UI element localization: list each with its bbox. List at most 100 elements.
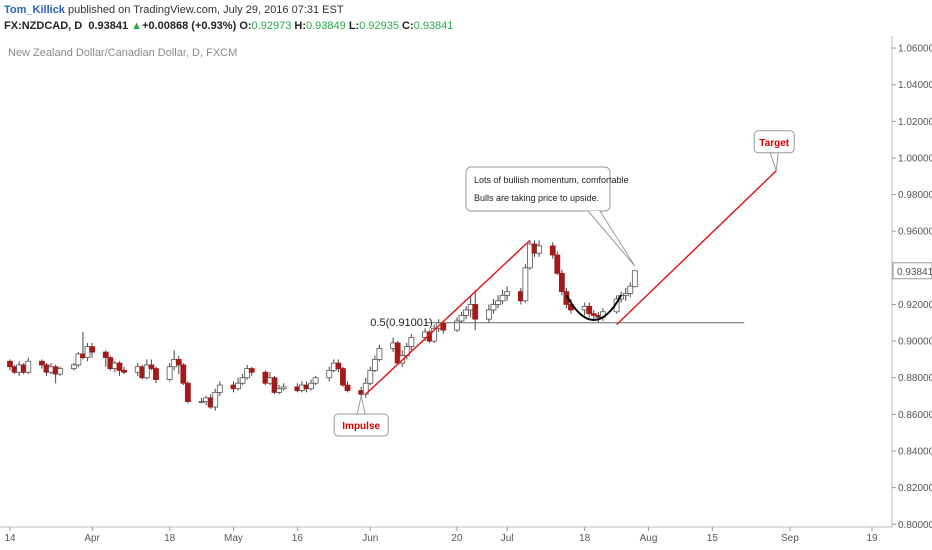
candle-body [490, 304, 497, 311]
candle-body [431, 327, 438, 342]
candle [198, 397, 205, 404]
open-label: O: [239, 20, 252, 32]
candle-body [522, 267, 529, 302]
y-tick-label: 0.82000 [898, 483, 932, 494]
candle-body [631, 270, 638, 288]
chart-title: New Zealand Dollar/Canadian Dollar, D, F… [8, 47, 237, 59]
candle [554, 251, 561, 276]
x-tick-label: 18 [579, 533, 591, 544]
candle [622, 287, 629, 301]
candle-body [276, 388, 282, 393]
candle-body [627, 285, 634, 294]
time-axis[interactable]: 14 Apr 18 May 16 Jun 20 Jul 18 Aug 15 Sep 19 [0, 526, 892, 544]
candle-body [57, 368, 64, 375]
candle-body [239, 377, 246, 384]
candle-body [312, 377, 319, 384]
candle [271, 375, 278, 395]
candle [431, 324, 438, 343]
candle-body [335, 362, 342, 369]
x-tick-label: May [224, 533, 243, 544]
open-value: 0.92973 [251, 20, 292, 32]
candle-body [622, 293, 629, 296]
candle [344, 381, 351, 393]
candle [340, 366, 346, 387]
candle [121, 366, 127, 375]
candle [335, 359, 342, 373]
last-price: 0.93841 [88, 20, 129, 32]
impulse-label: Impulse [342, 421, 380, 432]
callout-line-2: Bulls are taking price to upside. [474, 193, 599, 203]
candle-body [326, 370, 333, 379]
published-text: published on TradingView.com, July 29, 2… [64, 4, 344, 16]
y-tick-label: 0.98000 [898, 190, 932, 201]
y-tick-label: 0.86000 [898, 410, 932, 421]
low-value: 0.92935 [359, 20, 399, 32]
x-tick-label: Jun [362, 533, 378, 544]
y-tick-label: 0.84000 [898, 446, 932, 457]
candle-body [166, 366, 173, 380]
y-tick-label: 0.90000 [898, 337, 932, 348]
candle-body [216, 384, 223, 393]
candlestick-chart[interactable]: New Zealand Dollar/Canadian Dollar, D, F… [0, 36, 932, 550]
target-line [616, 170, 777, 326]
candle [153, 366, 159, 384]
candle-body [394, 342, 401, 364]
candle-body [340, 368, 346, 386]
candle-body [180, 364, 187, 384]
candle [522, 264, 529, 303]
candle [212, 388, 219, 411]
candle [276, 385, 282, 395]
candle-body [549, 245, 556, 256]
low-label: L: [348, 20, 360, 32]
candle [536, 240, 542, 257]
symbol-name: FX:NZDCAD, D [4, 20, 83, 32]
candle [75, 352, 82, 367]
candle-body [586, 305, 593, 315]
candle-body [153, 368, 159, 380]
publish-line: Tom_Killick published on TradingView.com… [4, 4, 344, 16]
candle-body [558, 272, 565, 293]
y-tick-label: 0.80000 [898, 520, 932, 531]
x-tick-label: 18 [164, 533, 176, 544]
high-value: 0.93849 [305, 20, 346, 32]
callout-line-1: Lots of bullish momentum, comfortable [474, 175, 629, 185]
change-up-icon: ▲ [131, 20, 143, 32]
candle-body [554, 254, 561, 274]
candle-body [499, 294, 506, 302]
candles-group [7, 240, 638, 411]
change-value: +0.00868 (+0.93%) [142, 20, 237, 32]
candle [70, 363, 77, 371]
candle [184, 381, 191, 404]
candle [499, 289, 506, 305]
candle-body [89, 346, 95, 353]
candle-body [75, 353, 82, 366]
candle [326, 366, 333, 382]
author-link[interactable]: Tom_Killick [4, 4, 65, 16]
candle-body [175, 359, 182, 366]
candle [590, 309, 597, 320]
candle-body [25, 360, 32, 373]
x-tick-label: 16 [292, 533, 304, 544]
candle [458, 311, 465, 323]
candle-body [121, 370, 127, 373]
x-tick-label: 20 [451, 533, 463, 544]
candle-body [371, 359, 378, 371]
candle [495, 295, 501, 309]
candle [7, 359, 13, 371]
high-label: H: [294, 20, 306, 32]
price-axis[interactable]: 1.06000 1.04000 1.02000 1.00000 0.98000 0.960… [891, 36, 932, 531]
candle [586, 302, 593, 318]
y-tick-label: 0.96000 [898, 227, 932, 238]
candle [485, 304, 492, 323]
y-tick-label: 1.00000 [898, 153, 932, 164]
chart-area[interactable]: New Zealand Dollar/Canadian Dollar, D, F… [0, 36, 932, 550]
x-tick-label: Jul [501, 533, 514, 544]
close-value: 0.93841 [413, 20, 454, 32]
last-price-label: 0.93841 [897, 267, 932, 278]
candle-body [212, 391, 219, 408]
candle [376, 344, 383, 362]
last-price-badge [892, 262, 932, 280]
callout-box [465, 166, 611, 212]
candle-body [463, 309, 469, 316]
rounding-bottom-curve [565, 294, 623, 322]
